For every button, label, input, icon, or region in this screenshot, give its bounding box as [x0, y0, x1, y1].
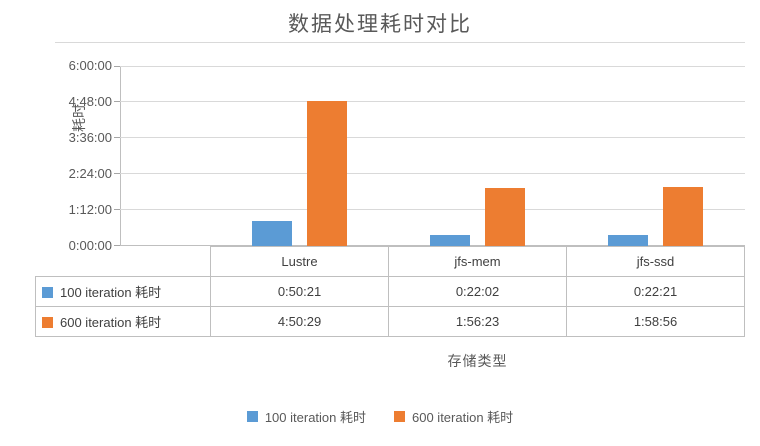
- table-value-cell: 1:58:56: [566, 306, 745, 337]
- legend: 100 iteration 耗时 600 iteration 耗时: [0, 407, 760, 426]
- legend-label: 600 iteration 耗时: [412, 410, 514, 425]
- table-value-cell: 1:56:23: [388, 306, 567, 337]
- legend-swatch-icon: [246, 411, 258, 422]
- series-swatch-icon: [42, 287, 53, 298]
- series-swatch-icon: [42, 317, 53, 328]
- table-row: 600 iteration 耗时 4:50:29 1:56:23 1:58:56: [35, 306, 745, 337]
- series-label-cell: 600 iteration 耗时: [35, 306, 211, 337]
- gridline: [120, 66, 745, 67]
- y-axis-labels: 0:00:00 1:12:00 2:24:00 3:36:00 4:48:00 6:00:…: [38, 58, 112, 253]
- y-axis-tick-label: 4:48:00: [68, 94, 112, 109]
- table-category-header: Lustre: [210, 246, 389, 277]
- gridline: [120, 173, 745, 174]
- y-axis-tick-label: 6:00:00: [68, 58, 112, 73]
- bar-group-jfs-ssd: [567, 66, 745, 246]
- data-table: Lustre jfs-mem jfs-ssd 100 iteration 耗时 0:5…: [35, 246, 745, 337]
- gridline: [120, 101, 745, 102]
- bar-jfs-mem-100: [429, 234, 470, 246]
- chart-title: 数据处理耗时对比: [288, 13, 472, 36]
- legend-item: 100 iteration 耗时: [246, 407, 366, 426]
- y-axis-tick-label: 0:00:00: [68, 238, 112, 253]
- y-axis-tick: [114, 209, 120, 210]
- y-axis-tick: [114, 173, 120, 174]
- y-axis-tick: [114, 101, 120, 102]
- y-axis-line: [120, 66, 121, 246]
- bar-Lustre-100: [251, 220, 292, 246]
- table-category-header: jfs-ssd: [566, 246, 745, 277]
- bars-region: [210, 66, 745, 246]
- y-axis-tick-label: 3:36:00: [68, 130, 112, 145]
- series-name: 600 iteration 耗时: [60, 315, 162, 330]
- bar-Lustre-600: [306, 100, 347, 246]
- y-axis-tick: [114, 66, 120, 67]
- bar-group-Lustre: [210, 66, 388, 246]
- table-value-cell: 4:50:29: [210, 306, 389, 337]
- table-corner-cell: [36, 247, 211, 277]
- table-value-cell: 0:50:21: [210, 276, 389, 307]
- bar-jfs-mem-600: [484, 187, 525, 246]
- x-axis-title: 存储类型: [447, 353, 508, 369]
- series-label-cell: 100 iteration 耗时: [35, 276, 211, 307]
- bar-jfs-ssd-600: [663, 186, 704, 246]
- bar-jfs-ssd-100: [608, 234, 649, 246]
- table-category-header: jfs-mem: [388, 246, 567, 277]
- data-table-header-row: Lustre jfs-mem jfs-ssd: [36, 246, 745, 277]
- table-value-cell: 0:22:21: [566, 276, 745, 307]
- table-value-cell: 0:22:02: [388, 276, 567, 307]
- y-axis-tick: [114, 245, 120, 246]
- data-table-body: 100 iteration 耗时 0:50:21 0:22:02 0:22:21 600…: [35, 276, 745, 337]
- legend-item: 600 iteration 耗时: [394, 407, 513, 426]
- gridline: [120, 137, 745, 138]
- y-axis-tick-label: 1:12:00: [68, 202, 112, 217]
- table-row: 100 iteration 耗时 0:50:21 0:22:02 0:22:21: [35, 276, 745, 307]
- y-axis-tick-label: 2:24:00: [68, 166, 112, 181]
- legend-swatch-icon: [394, 411, 405, 422]
- series-name: 100 iteration 耗时: [60, 285, 162, 300]
- gridline: [120, 209, 745, 210]
- y-axis-tick: [114, 137, 120, 138]
- bar-group-jfs-mem: [388, 66, 566, 246]
- chart-border-top: [55, 42, 745, 43]
- legend-label: 100 iteration 耗时: [264, 410, 366, 425]
